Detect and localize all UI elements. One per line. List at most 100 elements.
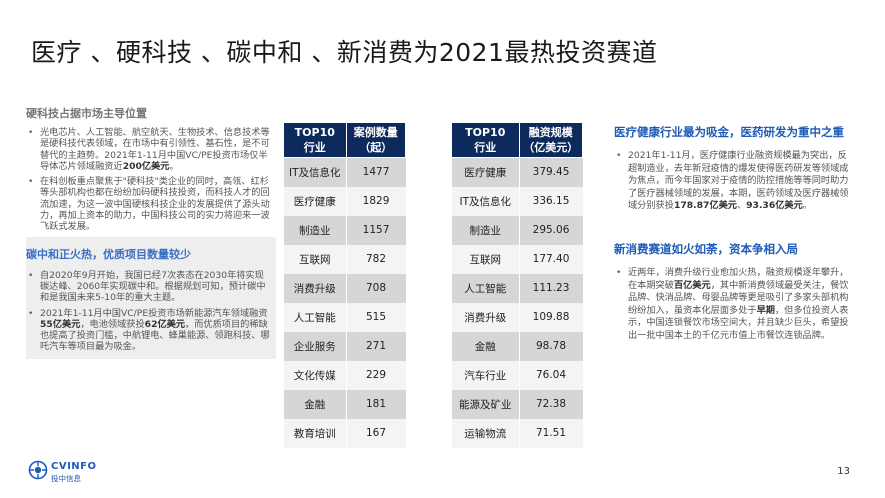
industry-cell: 消费升级 bbox=[451, 302, 520, 332]
value-cell: 1829 bbox=[345, 186, 406, 216]
value-cell: 295.06 bbox=[518, 215, 583, 245]
industry-cell: 金融 bbox=[283, 389, 347, 419]
header-line: TOP10 bbox=[465, 126, 506, 139]
value-cell: 98.78 bbox=[518, 331, 583, 361]
table-row: 运输物流 71.51 bbox=[451, 418, 583, 448]
industry-cell: 医疗健康 bbox=[283, 186, 347, 216]
industry-cell: 制造业 bbox=[283, 215, 347, 245]
top10-deal-count-table: TOP10 行业 案例数量 （起） IT及信息化 1477 医疗健康 1829 制造业 115… bbox=[283, 122, 407, 448]
table-row: 金融 98.78 bbox=[451, 331, 583, 361]
table-row: 医疗健康 1829 bbox=[283, 186, 406, 216]
value-cell: 515 bbox=[345, 302, 406, 332]
industry-cell: IT及信息化 bbox=[451, 186, 520, 216]
bullet-item: 光电芯片、人工智能、航空航天、生物技术、信息技术等是硬科技代表领域，在市场中有引… bbox=[26, 127, 276, 172]
value-cell: 111.23 bbox=[518, 273, 583, 303]
table-body: 医疗健康 379.45 IT及信息化 336.15 制造业 295.06 互联网 177.40… bbox=[451, 157, 583, 448]
table-row: 消费升级 708 bbox=[283, 273, 406, 303]
cvinfo-logo: CVINFO 投中信息 bbox=[28, 458, 108, 488]
slide-title: 医疗 、硬科技 、碳中和 、新消费为2021最热投资赛道 bbox=[31, 38, 658, 67]
table-row: 文化传媒 229 bbox=[283, 360, 406, 390]
table-header-row: TOP10 行业 融资规模 （亿美元） bbox=[451, 122, 584, 158]
healthcare-bullets: 2021年1-11月，医疗健康行业融资规模最为突出，反超制造业，去年新冠疫情的爆… bbox=[614, 150, 854, 213]
value-cell: 229 bbox=[345, 360, 406, 390]
table-row: 互联网 782 bbox=[283, 244, 406, 274]
table-row: IT及信息化 1477 bbox=[283, 157, 406, 187]
column-header-funding-size: 融资规模 （亿美元） bbox=[518, 122, 584, 158]
header-line: （亿美元） bbox=[523, 141, 579, 154]
industry-cell: 金融 bbox=[451, 331, 520, 361]
table-row: 汽车行业 76.04 bbox=[451, 360, 583, 390]
value-cell: 1477 bbox=[345, 157, 406, 187]
value-cell: 708 bbox=[345, 273, 406, 303]
table-row: 医疗健康 379.45 bbox=[451, 157, 583, 187]
value-cell: 181 bbox=[345, 389, 406, 419]
cvinfo-logo-icon bbox=[28, 460, 48, 480]
bullet-item: 在科创板重点聚焦于"硬科技"类企业的同时，高瓴、红杉等头部机构也都在纷纷加码硬科… bbox=[26, 176, 276, 232]
table-row: 能源及矿业 72.38 bbox=[451, 389, 583, 419]
section-heading-carbon-neutral: 碳中和正火热，优质项目数量较少 bbox=[26, 247, 191, 261]
carbon-neutral-bullets: 自2020年9月开始，我国已经7次表态在2030年将实现碳达峰、2060年实现碳… bbox=[26, 270, 272, 353]
new-consumption-bullets: 近两年，消费升级行业愈加火热，融资规模逐年攀升，在本期突破百亿美元，其中新消费领… bbox=[614, 267, 854, 343]
header-line: 行业 bbox=[303, 141, 326, 154]
value-cell: 72.38 bbox=[518, 389, 583, 419]
value-cell: 76.04 bbox=[518, 360, 583, 390]
industry-cell: 教育培训 bbox=[283, 418, 347, 448]
industry-cell: 医疗健康 bbox=[451, 157, 520, 187]
header-line: 案例数量 bbox=[353, 126, 398, 139]
column-header-industry: TOP10 行业 bbox=[283, 122, 347, 158]
industry-cell: 企业服务 bbox=[283, 331, 347, 361]
section-heading-hard-tech: 硬科技占据市场主导位置 bbox=[26, 107, 147, 120]
header-line: （起） bbox=[359, 141, 393, 154]
header-line: 行业 bbox=[474, 141, 497, 154]
value-cell: 1157 bbox=[345, 215, 406, 245]
value-cell: 782 bbox=[345, 244, 406, 274]
hard-tech-bullets: 光电芯片、人工智能、航空航天、生物技术、信息技术等是硬科技代表领域，在市场中有引… bbox=[26, 127, 276, 233]
column-header-industry: TOP10 行业 bbox=[451, 122, 520, 158]
table-row: 消费升级 109.88 bbox=[451, 302, 583, 332]
industry-cell: 汽车行业 bbox=[451, 360, 520, 390]
table-row: 制造业 1157 bbox=[283, 215, 406, 245]
table-body: IT及信息化 1477 医疗健康 1829 制造业 1157 互联网 782 消费升级 708 人工… bbox=[283, 157, 406, 448]
table-header-row: TOP10 行业 案例数量 （起） bbox=[283, 122, 407, 158]
value-cell: 71.51 bbox=[518, 418, 583, 448]
value-cell: 167 bbox=[345, 418, 406, 448]
industry-cell: 人工智能 bbox=[283, 302, 347, 332]
value-cell: 109.88 bbox=[518, 302, 583, 332]
logo-subtext: 投中信息 bbox=[51, 474, 81, 483]
value-cell: 177.40 bbox=[518, 244, 583, 274]
industry-cell: 文化传媒 bbox=[283, 360, 347, 390]
industry-cell: 运输物流 bbox=[451, 418, 520, 448]
industry-cell: 互联网 bbox=[451, 244, 520, 274]
section-heading-new-consumption: 新消费赛道如火如荼，资本争相入局 bbox=[614, 241, 798, 256]
header-line: 融资规模 bbox=[528, 126, 573, 139]
bullet-item: 自2020年9月开始，我国已经7次表态在2030年将实现碳达峰、2060年实现碳… bbox=[26, 270, 272, 304]
bullet-item: 2021年1-11月中国VC/PE投资市场新能源汽车领域融资55亿美元，电池领域… bbox=[26, 308, 272, 353]
value-cell: 336.15 bbox=[518, 186, 583, 216]
column-header-deal-count: 案例数量 （起） bbox=[345, 122, 407, 158]
table-row: 人工智能 111.23 bbox=[451, 273, 583, 303]
table-row: 制造业 295.06 bbox=[451, 215, 583, 245]
bullet-item: 近两年，消费升级行业愈加火热，融资规模逐年攀升，在本期突破百亿美元，其中新消费领… bbox=[614, 267, 854, 343]
value-cell: 379.45 bbox=[518, 157, 583, 187]
carbon-neutral-panel: 碳中和正火热，优质项目数量较少 自2020年9月开始，我国已经7次表态在2030… bbox=[26, 236, 276, 359]
industry-cell: IT及信息化 bbox=[283, 157, 347, 187]
industry-cell: 人工智能 bbox=[451, 273, 520, 303]
page-number: 13 bbox=[837, 466, 850, 477]
table-row: 金融 181 bbox=[283, 389, 406, 419]
bullet-item: 2021年1-11月，医疗健康行业融资规模最为突出，反超制造业，去年新冠疫情的爆… bbox=[614, 150, 854, 213]
table-row: IT及信息化 336.15 bbox=[451, 186, 583, 216]
value-cell: 271 bbox=[345, 331, 406, 361]
section-heading-healthcare: 医疗健康行业最为吸金，医药研发为重中之重 bbox=[614, 125, 844, 139]
table-row: 企业服务 271 bbox=[283, 331, 406, 361]
industry-cell: 互联网 bbox=[283, 244, 347, 274]
logo-text: CVINFO bbox=[51, 461, 97, 472]
table-row: 人工智能 515 bbox=[283, 302, 406, 332]
industry-cell: 能源及矿业 bbox=[451, 389, 520, 419]
top10-funding-size-table: TOP10 行业 融资规模 （亿美元） 医疗健康 379.45 IT及信息化 336.15… bbox=[451, 122, 584, 448]
table-row: 教育培训 167 bbox=[283, 418, 406, 448]
right-column: 医疗健康行业最为吸金，医药研发为重中之重 2021年1-11月，医疗健康行业融资… bbox=[614, 124, 854, 347]
industry-cell: 消费升级 bbox=[283, 273, 347, 303]
left-column: 硬科技占据市场主导位置 光电芯片、人工智能、航空航天、生物技术、信息技术等是硬科… bbox=[26, 106, 276, 359]
header-line: TOP10 bbox=[294, 126, 335, 139]
table-row: 互联网 177.40 bbox=[451, 244, 583, 274]
